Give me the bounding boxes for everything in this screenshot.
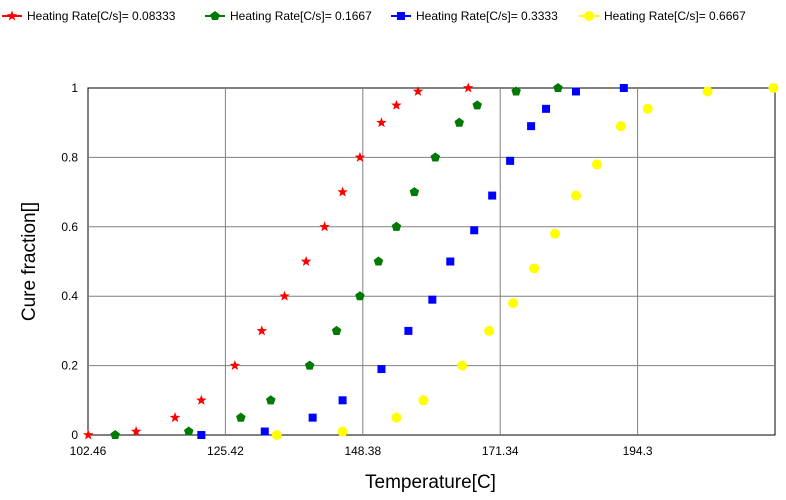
data-point <box>337 426 348 437</box>
y-tick-label: 0 <box>71 428 78 442</box>
x-tick-label: 125.42 <box>207 444 244 458</box>
data-point <box>506 156 515 165</box>
data-point <box>527 122 536 131</box>
data-point <box>553 83 563 93</box>
legend-item-4: Heating Rate[C/s]= 0.6667 <box>579 9 746 23</box>
data-point <box>271 430 282 440</box>
tick-labels: 0 0.2 0.4 0.6 0.8 1 102.46 125.42 148.38 171.34 19… <box>61 81 653 458</box>
data-point <box>430 152 441 162</box>
data-point <box>391 412 402 423</box>
data-point <box>260 427 269 436</box>
legend-label: Heating Rate[C/s]= 0.1667 <box>230 9 372 23</box>
data-point <box>130 426 142 436</box>
series-4 <box>271 83 779 440</box>
data-point <box>428 295 437 304</box>
data-point <box>197 431 206 439</box>
data-point <box>376 117 387 128</box>
data-point <box>373 256 384 266</box>
data-point <box>354 151 366 162</box>
data-point <box>377 365 386 374</box>
data-point <box>338 396 347 405</box>
data-point <box>404 326 413 335</box>
data-point <box>642 103 653 114</box>
data-point <box>768 83 779 93</box>
data-point <box>409 187 420 197</box>
data-points <box>83 82 779 440</box>
y-tick-label: 0.4 <box>61 289 78 303</box>
data-point <box>391 221 402 231</box>
legend-item-3: Heating Rate[C/s]= 0.3333 <box>391 9 558 23</box>
x-tick-label: 171.34 <box>482 444 519 458</box>
data-point <box>169 412 181 423</box>
data-point <box>488 191 497 200</box>
data-point <box>457 360 468 371</box>
data-point <box>236 412 246 422</box>
data-point <box>615 121 626 132</box>
legend: Heating Rate[C/s]= 0.08333 Heating Rate[C… <box>2 9 746 23</box>
y-tick-label: 0.2 <box>61 359 78 373</box>
data-point <box>319 221 330 232</box>
legend-marker <box>210 11 220 21</box>
legend-marker <box>397 12 405 20</box>
data-point <box>550 228 561 239</box>
data-point <box>571 87 580 96</box>
y-axis-title: Cure fraction[] <box>19 202 40 321</box>
data-point <box>110 430 120 440</box>
x-tick-label: 102.46 <box>70 444 107 458</box>
data-point <box>331 325 342 335</box>
data-point <box>529 263 540 274</box>
data-point <box>508 298 519 309</box>
series-2 <box>110 83 563 440</box>
data-point <box>229 360 241 371</box>
legend-item-1: Heating Rate[C/s]= 0.08333 <box>2 9 176 23</box>
legend-label: Heating Rate[C/s]= 0.6667 <box>604 9 746 23</box>
y-tick-label: 0.6 <box>61 220 78 234</box>
data-point <box>196 394 207 405</box>
data-point <box>184 426 194 436</box>
data-point <box>304 360 315 370</box>
data-point <box>446 257 455 266</box>
data-point <box>470 226 479 235</box>
data-point <box>266 395 276 405</box>
data-point <box>391 99 402 110</box>
data-point <box>463 82 474 93</box>
data-point <box>337 186 348 197</box>
data-point <box>300 256 312 266</box>
legend-label: Heating Rate[C/s]= 0.08333 <box>27 9 176 23</box>
data-point <box>619 84 628 92</box>
data-point <box>412 85 424 96</box>
x-tick-label: 194.3 <box>623 444 653 458</box>
data-point <box>702 86 713 97</box>
y-tick-label: 0.8 <box>61 150 78 164</box>
data-point <box>355 291 365 301</box>
data-point <box>542 104 551 113</box>
data-point <box>454 117 465 127</box>
legend-marker <box>584 11 594 21</box>
y-tick-label: 1 <box>71 81 78 95</box>
x-axis-title: Temperature[C] <box>365 472 496 493</box>
data-point <box>570 190 581 201</box>
data-point <box>83 429 94 440</box>
data-point <box>591 159 602 170</box>
series-1 <box>83 82 474 440</box>
data-point <box>484 325 495 336</box>
legend-label: Heating Rate[C/s]= 0.3333 <box>416 9 558 23</box>
plot-area <box>87 87 776 436</box>
series-3 <box>197 84 628 439</box>
data-point <box>511 86 521 96</box>
data-point <box>279 290 290 301</box>
data-point <box>472 100 482 110</box>
data-point <box>256 325 268 336</box>
legend-item-2: Heating Rate[C/s]= 0.1667 <box>205 9 372 23</box>
data-point <box>308 413 317 422</box>
legend-marker <box>6 10 18 21</box>
data-point <box>418 395 429 406</box>
x-tick-label: 148.38 <box>344 444 381 458</box>
